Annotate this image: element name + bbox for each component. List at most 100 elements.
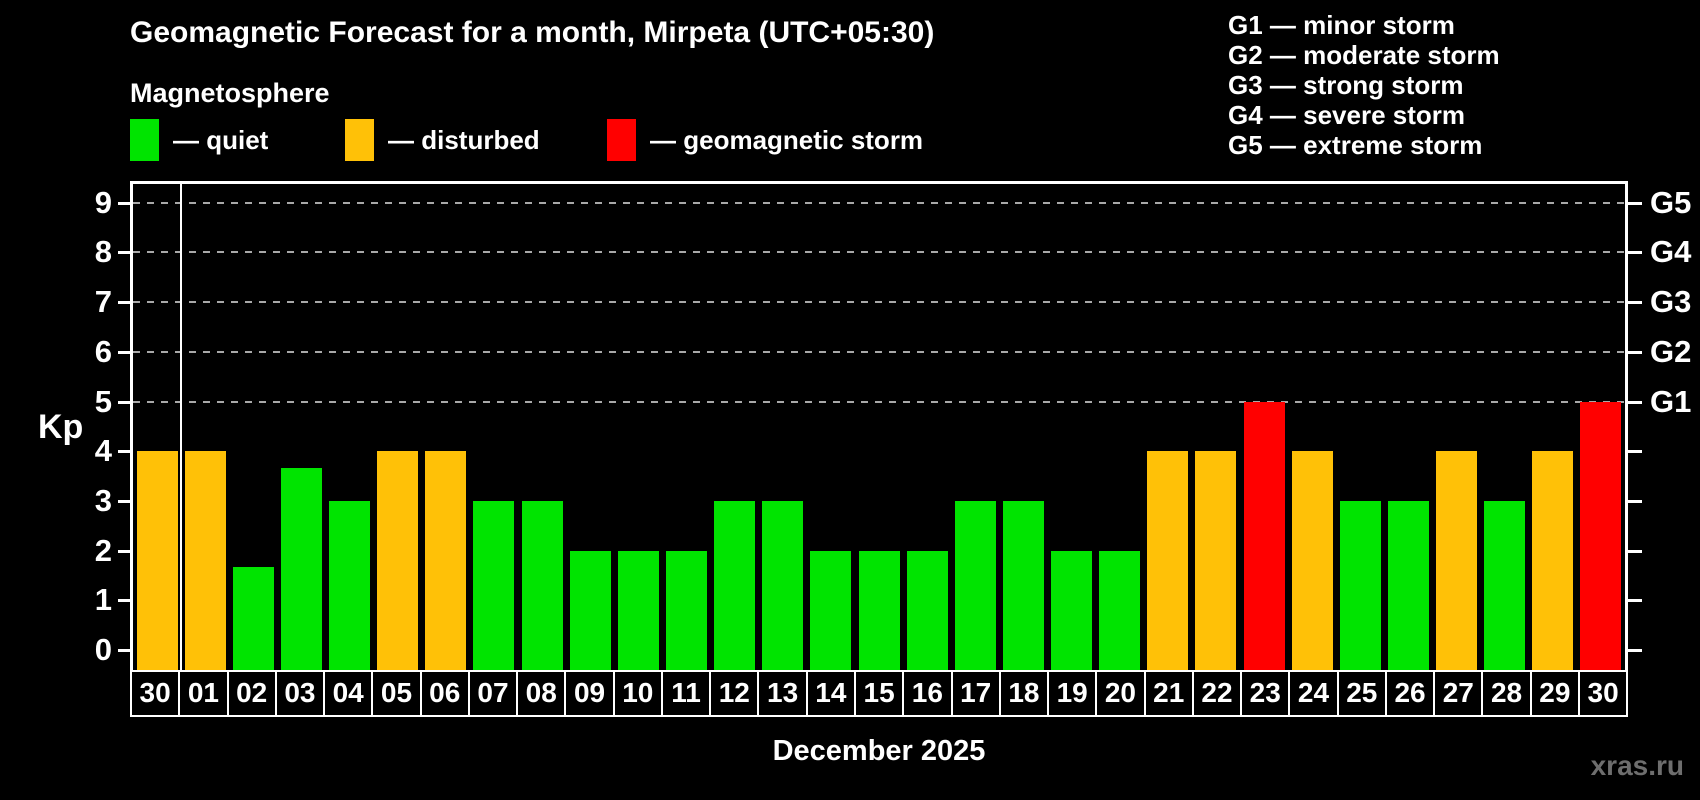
g-level-label-G2: G2 xyxy=(1650,333,1692,369)
right-tick-kp-3 xyxy=(1628,499,1642,503)
y-tick-label-1: 1 xyxy=(94,582,112,618)
g-scale-line-2: G2 — moderate storm xyxy=(1228,40,1500,70)
day-label-24: 24 xyxy=(1288,670,1339,717)
bar-day-10 xyxy=(617,550,659,670)
day-label-14: 14 xyxy=(805,670,856,717)
bar-day-28 xyxy=(1484,500,1526,670)
left-tick-kp-1 xyxy=(118,599,130,603)
day-label-22: 22 xyxy=(1191,670,1243,717)
y-tick-label-8: 8 xyxy=(94,234,112,270)
g-level-label-G1: G1 xyxy=(1650,383,1692,419)
left-tick-kp-2 xyxy=(118,549,130,553)
g-scale-line-4: G4 — severe storm xyxy=(1228,100,1466,130)
right-tick-kp-0 xyxy=(1628,649,1642,652)
day-label-23: 23 xyxy=(1240,670,1291,717)
quiet-swatch-icon xyxy=(130,119,159,161)
day-label-30: 30 xyxy=(1577,670,1629,717)
bar-day-18 xyxy=(1002,500,1044,670)
bar-day-12 xyxy=(714,500,756,670)
g-level-label-G5: G5 xyxy=(1650,184,1692,220)
left-tick-kp-5 xyxy=(118,400,130,404)
bar-day-01 xyxy=(184,451,226,670)
chart-subtitle: Magnetosphere xyxy=(130,78,330,108)
bar-day-13 xyxy=(762,500,804,670)
gridline-kp-9 xyxy=(133,201,1625,204)
plot-area xyxy=(130,181,1628,673)
g-scale-line-5: G5 — extreme storm xyxy=(1228,130,1483,160)
legend-label-storm: — geomagnetic storm xyxy=(650,124,924,155)
day-label-30-prev-month: 30 xyxy=(130,670,181,717)
bar-day-14 xyxy=(810,550,852,670)
y-tick-label-2: 2 xyxy=(94,532,112,568)
legend-label-disturbed: — disturbed xyxy=(388,124,540,155)
day-label-25: 25 xyxy=(1336,670,1387,717)
bar-day-16 xyxy=(906,550,948,670)
left-tick-kp-9 xyxy=(118,201,130,205)
day-label-21: 21 xyxy=(1143,670,1194,717)
bar-day-29 xyxy=(1532,451,1574,670)
y-tick-label-9: 9 xyxy=(94,184,112,220)
day-label-29: 29 xyxy=(1529,670,1580,717)
day-label-19: 19 xyxy=(1047,670,1098,717)
day-label-07: 07 xyxy=(467,670,519,717)
bar-day-09 xyxy=(569,550,611,670)
day-label-04: 04 xyxy=(323,670,374,717)
right-tick-kp-9 xyxy=(1628,201,1642,205)
day-label-28: 28 xyxy=(1481,670,1532,717)
bar-day-24 xyxy=(1291,451,1333,670)
bar-day-27 xyxy=(1436,451,1478,670)
g-scale-legend: G1 — minor storm G2 — moderate storm G3 … xyxy=(1228,10,1500,160)
y-tick-label-0: 0 xyxy=(94,632,112,667)
g-scale-line-1: G1 — minor storm xyxy=(1228,10,1455,40)
gridline-kp-8 xyxy=(133,251,1625,254)
day-label-02: 02 xyxy=(226,670,277,717)
day-label-11: 11 xyxy=(660,670,712,717)
bar-day-19 xyxy=(1051,550,1093,670)
left-tick-kp-7 xyxy=(118,301,130,305)
bar-day-23 xyxy=(1243,401,1285,670)
bar-day-22 xyxy=(1195,451,1237,670)
right-tick-kp-4 xyxy=(1628,450,1642,454)
legend-item-disturbed: — disturbed xyxy=(345,119,540,161)
storm-swatch-icon xyxy=(607,119,636,161)
bar-day-30 xyxy=(136,451,178,670)
day-label-08: 08 xyxy=(516,670,567,717)
legend-label-quiet: — quiet xyxy=(173,124,269,155)
x-axis-day-labels: 30 01 02 03 04 05 06 07 08 09 10 11 12 13 14 15 16 17 18 19… xyxy=(130,670,1629,717)
day-label-10: 10 xyxy=(612,670,663,717)
right-tick-kp-6 xyxy=(1628,350,1642,354)
bar-day-15 xyxy=(858,550,900,670)
right-tick-kp-1 xyxy=(1628,599,1642,603)
legend-item-quiet: — quiet xyxy=(130,119,268,161)
bar-day-04 xyxy=(329,500,371,670)
left-tick-kp-3 xyxy=(118,499,130,503)
day-label-05: 05 xyxy=(371,670,422,717)
day-label-16: 16 xyxy=(902,670,953,717)
day-label-09: 09 xyxy=(564,670,615,717)
bar-day-21 xyxy=(1147,451,1189,670)
y-tick-label-6: 6 xyxy=(94,333,112,369)
bar-day-20 xyxy=(1099,550,1141,670)
day-label-15: 15 xyxy=(853,670,905,717)
bar-day-08 xyxy=(521,500,563,670)
bar-day-17 xyxy=(954,500,996,670)
day-label-01: 01 xyxy=(178,670,229,717)
bar-day-11 xyxy=(665,550,707,670)
gridline-kp-6 xyxy=(133,350,1625,353)
bar-day-30 xyxy=(1580,401,1622,670)
legend-item-storm: — geomagnetic storm xyxy=(607,119,923,161)
day-label-17: 17 xyxy=(950,670,1001,717)
right-tick-kp-7 xyxy=(1628,301,1642,305)
y-tick-label-7: 7 xyxy=(94,284,112,320)
watermark: xras.ru xyxy=(1590,750,1684,781)
left-tick-kp-6 xyxy=(118,350,130,354)
bar-day-26 xyxy=(1387,500,1429,670)
day-label-13: 13 xyxy=(757,670,808,717)
day-label-26: 26 xyxy=(1384,670,1436,717)
chart-title: Geomagnetic Forecast for a month, Mirpet… xyxy=(130,16,935,49)
x-axis-title: December 2025 xyxy=(772,735,986,767)
g-level-label-G4: G4 xyxy=(1650,234,1692,270)
gridline-kp-7 xyxy=(133,301,1625,304)
y-axis-title: Kp xyxy=(38,408,84,446)
